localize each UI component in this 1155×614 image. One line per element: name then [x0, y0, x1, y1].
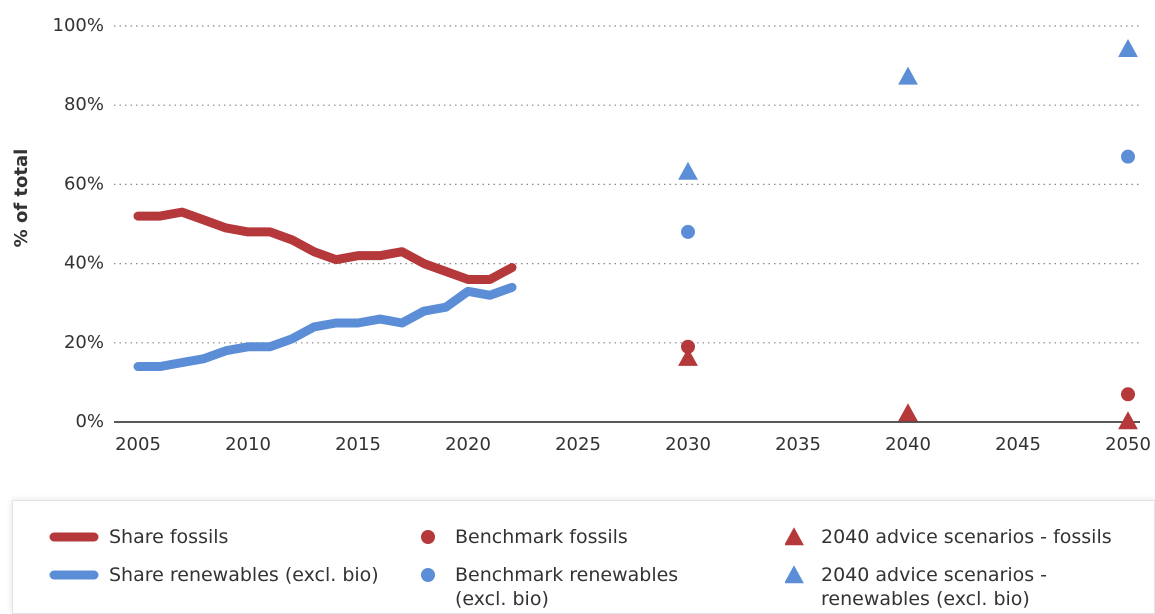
- x-tick-label: 2050: [1105, 434, 1151, 455]
- point: [678, 347, 698, 366]
- legend-symbol: [785, 527, 804, 546]
- chart: % of total 0% 20% 40% 60% 80% 100% 2005 2010 201…: [11, 15, 1151, 455]
- legend-label: 2040 advice scenarios - renewables (excl…: [821, 564, 1048, 610]
- x-tick-label: 2015: [335, 434, 381, 455]
- y-tick-label: 80%: [64, 94, 104, 115]
- x-tick-label: 2005: [115, 434, 161, 455]
- x-tick-label: 2040: [885, 434, 931, 455]
- y-tick-label: 100%: [53, 15, 104, 36]
- x-tick-label: 2025: [555, 434, 601, 455]
- legend-marker: [785, 527, 804, 546]
- x-tick-label: 2030: [665, 434, 711, 455]
- legend-label: Benchmark fossils: [455, 526, 628, 548]
- legend-label: Share renewables (excl. bio): [109, 564, 379, 586]
- legend-label: 2040 advice scenarios - fossils: [821, 526, 1112, 548]
- legend-symbol: [785, 565, 804, 584]
- line-series: [133, 207, 517, 284]
- legend-symbol: [421, 530, 435, 544]
- legend-label: Benchmark renewables (excl. bio): [455, 564, 679, 610]
- line-series: [133, 282, 517, 372]
- legend-symbol: [49, 570, 99, 580]
- legend-label: Share fossils: [109, 526, 229, 548]
- x-tick-label: 2045: [995, 434, 1041, 455]
- point: [681, 224, 695, 239]
- legend-marker: [785, 565, 804, 584]
- legend-marker: [421, 568, 435, 582]
- point: [1118, 411, 1138, 430]
- point: [898, 66, 918, 85]
- x-tick-label: 2020: [445, 434, 491, 455]
- x-tick-label: 2010: [225, 434, 271, 455]
- legend: Share fossils Share renewables (excl. bio…: [12, 500, 1155, 614]
- point: [678, 161, 698, 180]
- point: [898, 403, 918, 422]
- point: [1121, 149, 1135, 164]
- legend-symbol: [49, 532, 99, 542]
- point: [681, 339, 695, 354]
- x-tick-label: 2035: [775, 434, 821, 455]
- legend-symbol: [421, 568, 435, 582]
- point: [1121, 387, 1135, 402]
- y-tick-label: 60%: [64, 173, 104, 194]
- legend-marker: [421, 530, 435, 544]
- y-axis-label: % of total: [11, 149, 32, 248]
- y-tick-label: 40%: [64, 253, 104, 274]
- point: [1118, 38, 1138, 57]
- y-tick-label: 20%: [64, 332, 104, 353]
- y-tick-label: 0%: [75, 411, 104, 432]
